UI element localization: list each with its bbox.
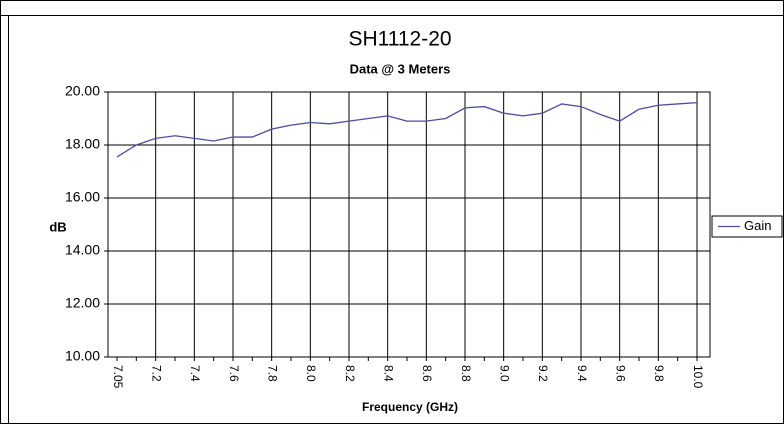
x-tick-label: 9.2 [536, 365, 550, 382]
y-tick-label: 10.00 [65, 348, 100, 364]
legend-box [711, 215, 783, 238]
x-tick-label: 10.0 [691, 365, 705, 389]
plot-area [107, 91, 711, 358]
x-axis-label: Frequency (GHz) [362, 400, 458, 414]
x-tick-label: 7.2 [149, 365, 163, 382]
x-tick-label: 8.0 [304, 365, 318, 382]
y-tick-label: 14.00 [65, 242, 100, 258]
y-tick-label: 12.00 [65, 295, 100, 311]
x-tick-label: 7.6 [227, 365, 241, 382]
legend-label: Gain [744, 218, 771, 233]
x-tick-label: 8.6 [420, 365, 434, 382]
x-tick-label: 9.4 [575, 365, 589, 382]
series-line [116, 101, 698, 158]
chart-title: SH1112-20 [348, 28, 451, 51]
x-tick-label: 9.8 [652, 365, 666, 382]
x-tick-label: 8.2 [343, 365, 357, 382]
chart-subtitle: Data @ 3 Meters [350, 61, 451, 76]
x-tick-label: 9.0 [497, 365, 511, 382]
y-tick-label: 20.00 [65, 83, 100, 99]
x-tick-label: 7.4 [188, 365, 202, 382]
y-axis-label: dB [49, 219, 66, 234]
y-tick-label: 18.00 [65, 136, 100, 152]
x-tick-label: 8.8 [459, 365, 473, 382]
y-tick-label: 16.00 [65, 189, 100, 205]
x-tick-label: 7.05 [111, 365, 125, 389]
x-tick-label: 7.8 [265, 365, 279, 382]
x-tick-label: 9.6 [613, 365, 627, 382]
x-tick-label: 8.4 [381, 365, 395, 382]
